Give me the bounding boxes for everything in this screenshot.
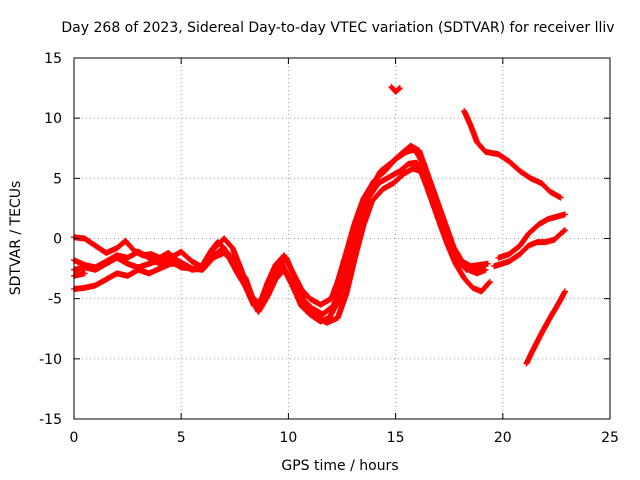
y-tick-label: -5 <box>48 292 62 308</box>
x-tick-label: 20 <box>494 430 512 446</box>
series-track-7 <box>461 107 564 201</box>
x-axis: 0 5 10 15 20 25 <box>70 58 619 446</box>
y-tick-label: -10 <box>39 352 62 368</box>
series-markers <box>523 288 568 367</box>
x-tick-label: 15 <box>387 430 405 446</box>
y-tick-label: 15 <box>44 51 62 67</box>
series-markers <box>491 227 568 270</box>
chart-title: Day 268 of 2023, Sidereal Day-to-day VTE… <box>61 20 614 36</box>
y-tick-label: 0 <box>53 232 62 248</box>
series-track-9 <box>491 227 568 270</box>
y-tick-label: -15 <box>39 412 62 428</box>
grid-lines <box>74 58 610 419</box>
x-axis-label: GPS time / hours <box>281 458 398 474</box>
series-markers <box>461 107 564 201</box>
x-tick-label: 10 <box>279 430 297 446</box>
y-tick-label: 10 <box>44 111 62 127</box>
y-axis: -15 -10 -5 0 5 10 15 <box>39 51 610 428</box>
series-track-8 <box>495 211 568 261</box>
x-tick-label: 0 <box>70 430 79 446</box>
series-track-10 <box>523 288 568 367</box>
y-axis-label: SDTVAR / TECUs <box>8 181 24 296</box>
series-track-6 <box>388 83 403 95</box>
x-tick-label: 25 <box>601 430 619 446</box>
series-markers <box>495 211 568 261</box>
y-tick-label: 5 <box>53 171 62 187</box>
data-series <box>71 83 568 367</box>
series-markers <box>388 83 403 95</box>
x-tick-label: 5 <box>177 430 186 446</box>
